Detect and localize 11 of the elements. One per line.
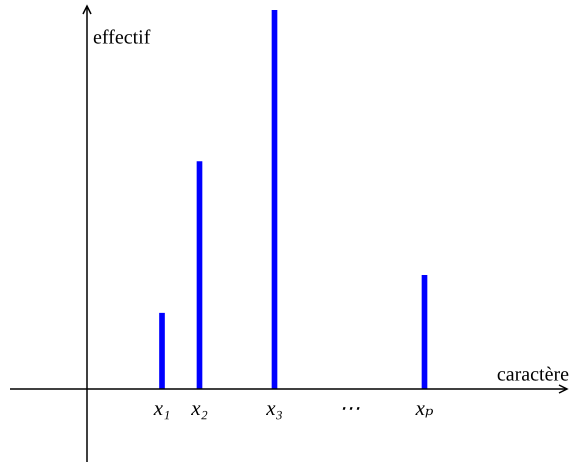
x-tick-label: ⋯ xyxy=(339,396,360,420)
bar xyxy=(422,274,428,389)
x-tick-label: x₁ xyxy=(152,396,170,420)
x-tick-label: xₚ xyxy=(414,396,434,420)
y-axis-title: effectif xyxy=(93,26,151,48)
x-tick-label: x₃ xyxy=(265,396,283,420)
bar xyxy=(272,10,278,389)
bar xyxy=(196,161,202,389)
x-tick-label: x₂ xyxy=(190,396,208,420)
bar xyxy=(159,312,165,389)
x-axis-title: caractère xyxy=(496,363,570,386)
